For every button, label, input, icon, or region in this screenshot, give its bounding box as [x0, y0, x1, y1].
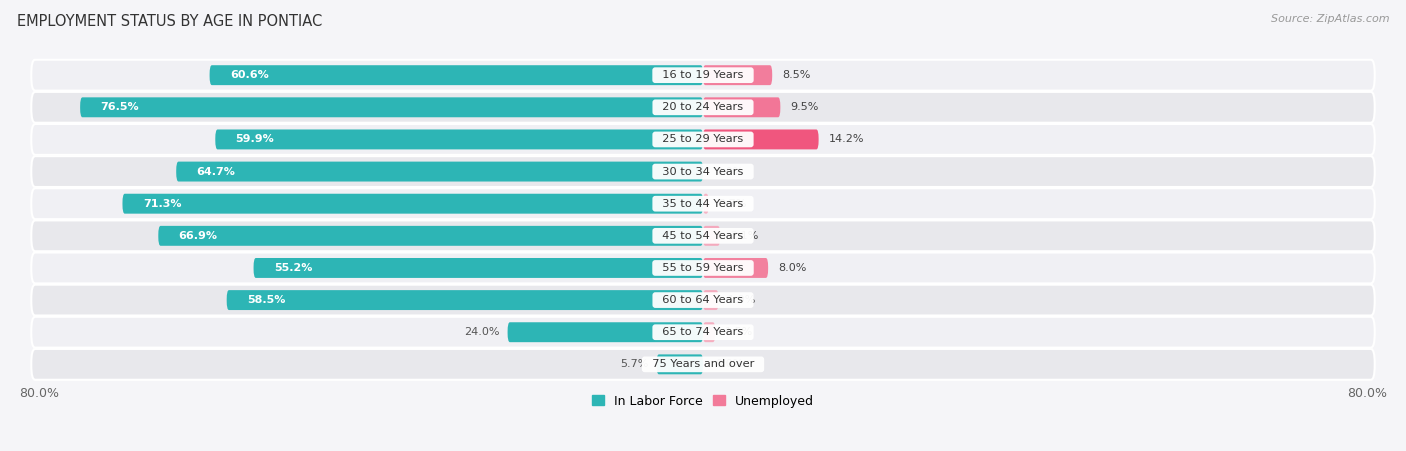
Text: 16 to 19 Years: 16 to 19 Years [655, 70, 751, 80]
Text: 8.0%: 8.0% [778, 263, 806, 273]
Text: 58.5%: 58.5% [247, 295, 285, 305]
Text: 55.2%: 55.2% [274, 263, 312, 273]
Text: 8.5%: 8.5% [782, 70, 810, 80]
FancyBboxPatch shape [703, 65, 772, 85]
FancyBboxPatch shape [253, 258, 703, 278]
FancyBboxPatch shape [31, 349, 1375, 380]
Text: EMPLOYMENT STATUS BY AGE IN PONTIAC: EMPLOYMENT STATUS BY AGE IN PONTIAC [17, 14, 322, 28]
Text: 59.9%: 59.9% [236, 134, 274, 144]
FancyBboxPatch shape [703, 322, 716, 342]
Text: 64.7%: 64.7% [197, 166, 235, 177]
FancyBboxPatch shape [122, 194, 703, 214]
FancyBboxPatch shape [31, 285, 1375, 316]
Text: 80.0%: 80.0% [1347, 387, 1386, 400]
FancyBboxPatch shape [159, 226, 703, 246]
Text: 75 Years and over: 75 Years and over [645, 359, 761, 369]
Text: 71.3%: 71.3% [143, 199, 181, 209]
Text: 5.7%: 5.7% [620, 359, 648, 369]
FancyBboxPatch shape [209, 65, 703, 85]
FancyBboxPatch shape [31, 221, 1375, 251]
FancyBboxPatch shape [215, 129, 703, 149]
FancyBboxPatch shape [703, 290, 718, 310]
Text: 66.9%: 66.9% [179, 231, 218, 241]
Text: 60.6%: 60.6% [231, 70, 269, 80]
Text: 1.5%: 1.5% [725, 327, 754, 337]
FancyBboxPatch shape [31, 92, 1375, 123]
Text: 9.5%: 9.5% [790, 102, 818, 112]
FancyBboxPatch shape [703, 129, 818, 149]
Legend: In Labor Force, Unemployed: In Labor Force, Unemployed [586, 390, 820, 413]
FancyBboxPatch shape [31, 188, 1375, 219]
FancyBboxPatch shape [703, 194, 709, 214]
FancyBboxPatch shape [703, 97, 780, 117]
Text: 0.0%: 0.0% [716, 359, 744, 369]
FancyBboxPatch shape [80, 97, 703, 117]
FancyBboxPatch shape [226, 290, 703, 310]
Text: 80.0%: 80.0% [20, 387, 59, 400]
FancyBboxPatch shape [176, 161, 703, 182]
Text: 76.5%: 76.5% [100, 102, 139, 112]
Text: 1.9%: 1.9% [728, 295, 756, 305]
Text: 20 to 24 Years: 20 to 24 Years [655, 102, 751, 112]
FancyBboxPatch shape [31, 60, 1375, 91]
Text: 14.2%: 14.2% [828, 134, 863, 144]
FancyBboxPatch shape [703, 226, 720, 246]
FancyBboxPatch shape [31, 156, 1375, 187]
FancyBboxPatch shape [31, 317, 1375, 348]
FancyBboxPatch shape [31, 253, 1375, 283]
Text: Source: ZipAtlas.com: Source: ZipAtlas.com [1271, 14, 1389, 23]
Text: 55 to 59 Years: 55 to 59 Years [655, 263, 751, 273]
Text: 25 to 29 Years: 25 to 29 Years [655, 134, 751, 144]
Text: 0.0%: 0.0% [716, 166, 744, 177]
Text: 0.7%: 0.7% [718, 199, 747, 209]
Text: 30 to 34 Years: 30 to 34 Years [655, 166, 751, 177]
FancyBboxPatch shape [703, 258, 768, 278]
Text: 35 to 44 Years: 35 to 44 Years [655, 199, 751, 209]
FancyBboxPatch shape [508, 322, 703, 342]
Text: 24.0%: 24.0% [464, 327, 499, 337]
FancyBboxPatch shape [31, 124, 1375, 155]
Text: 65 to 74 Years: 65 to 74 Years [655, 327, 751, 337]
Text: 2.1%: 2.1% [730, 231, 758, 241]
Text: 60 to 64 Years: 60 to 64 Years [655, 295, 751, 305]
FancyBboxPatch shape [657, 354, 703, 374]
Text: 45 to 54 Years: 45 to 54 Years [655, 231, 751, 241]
